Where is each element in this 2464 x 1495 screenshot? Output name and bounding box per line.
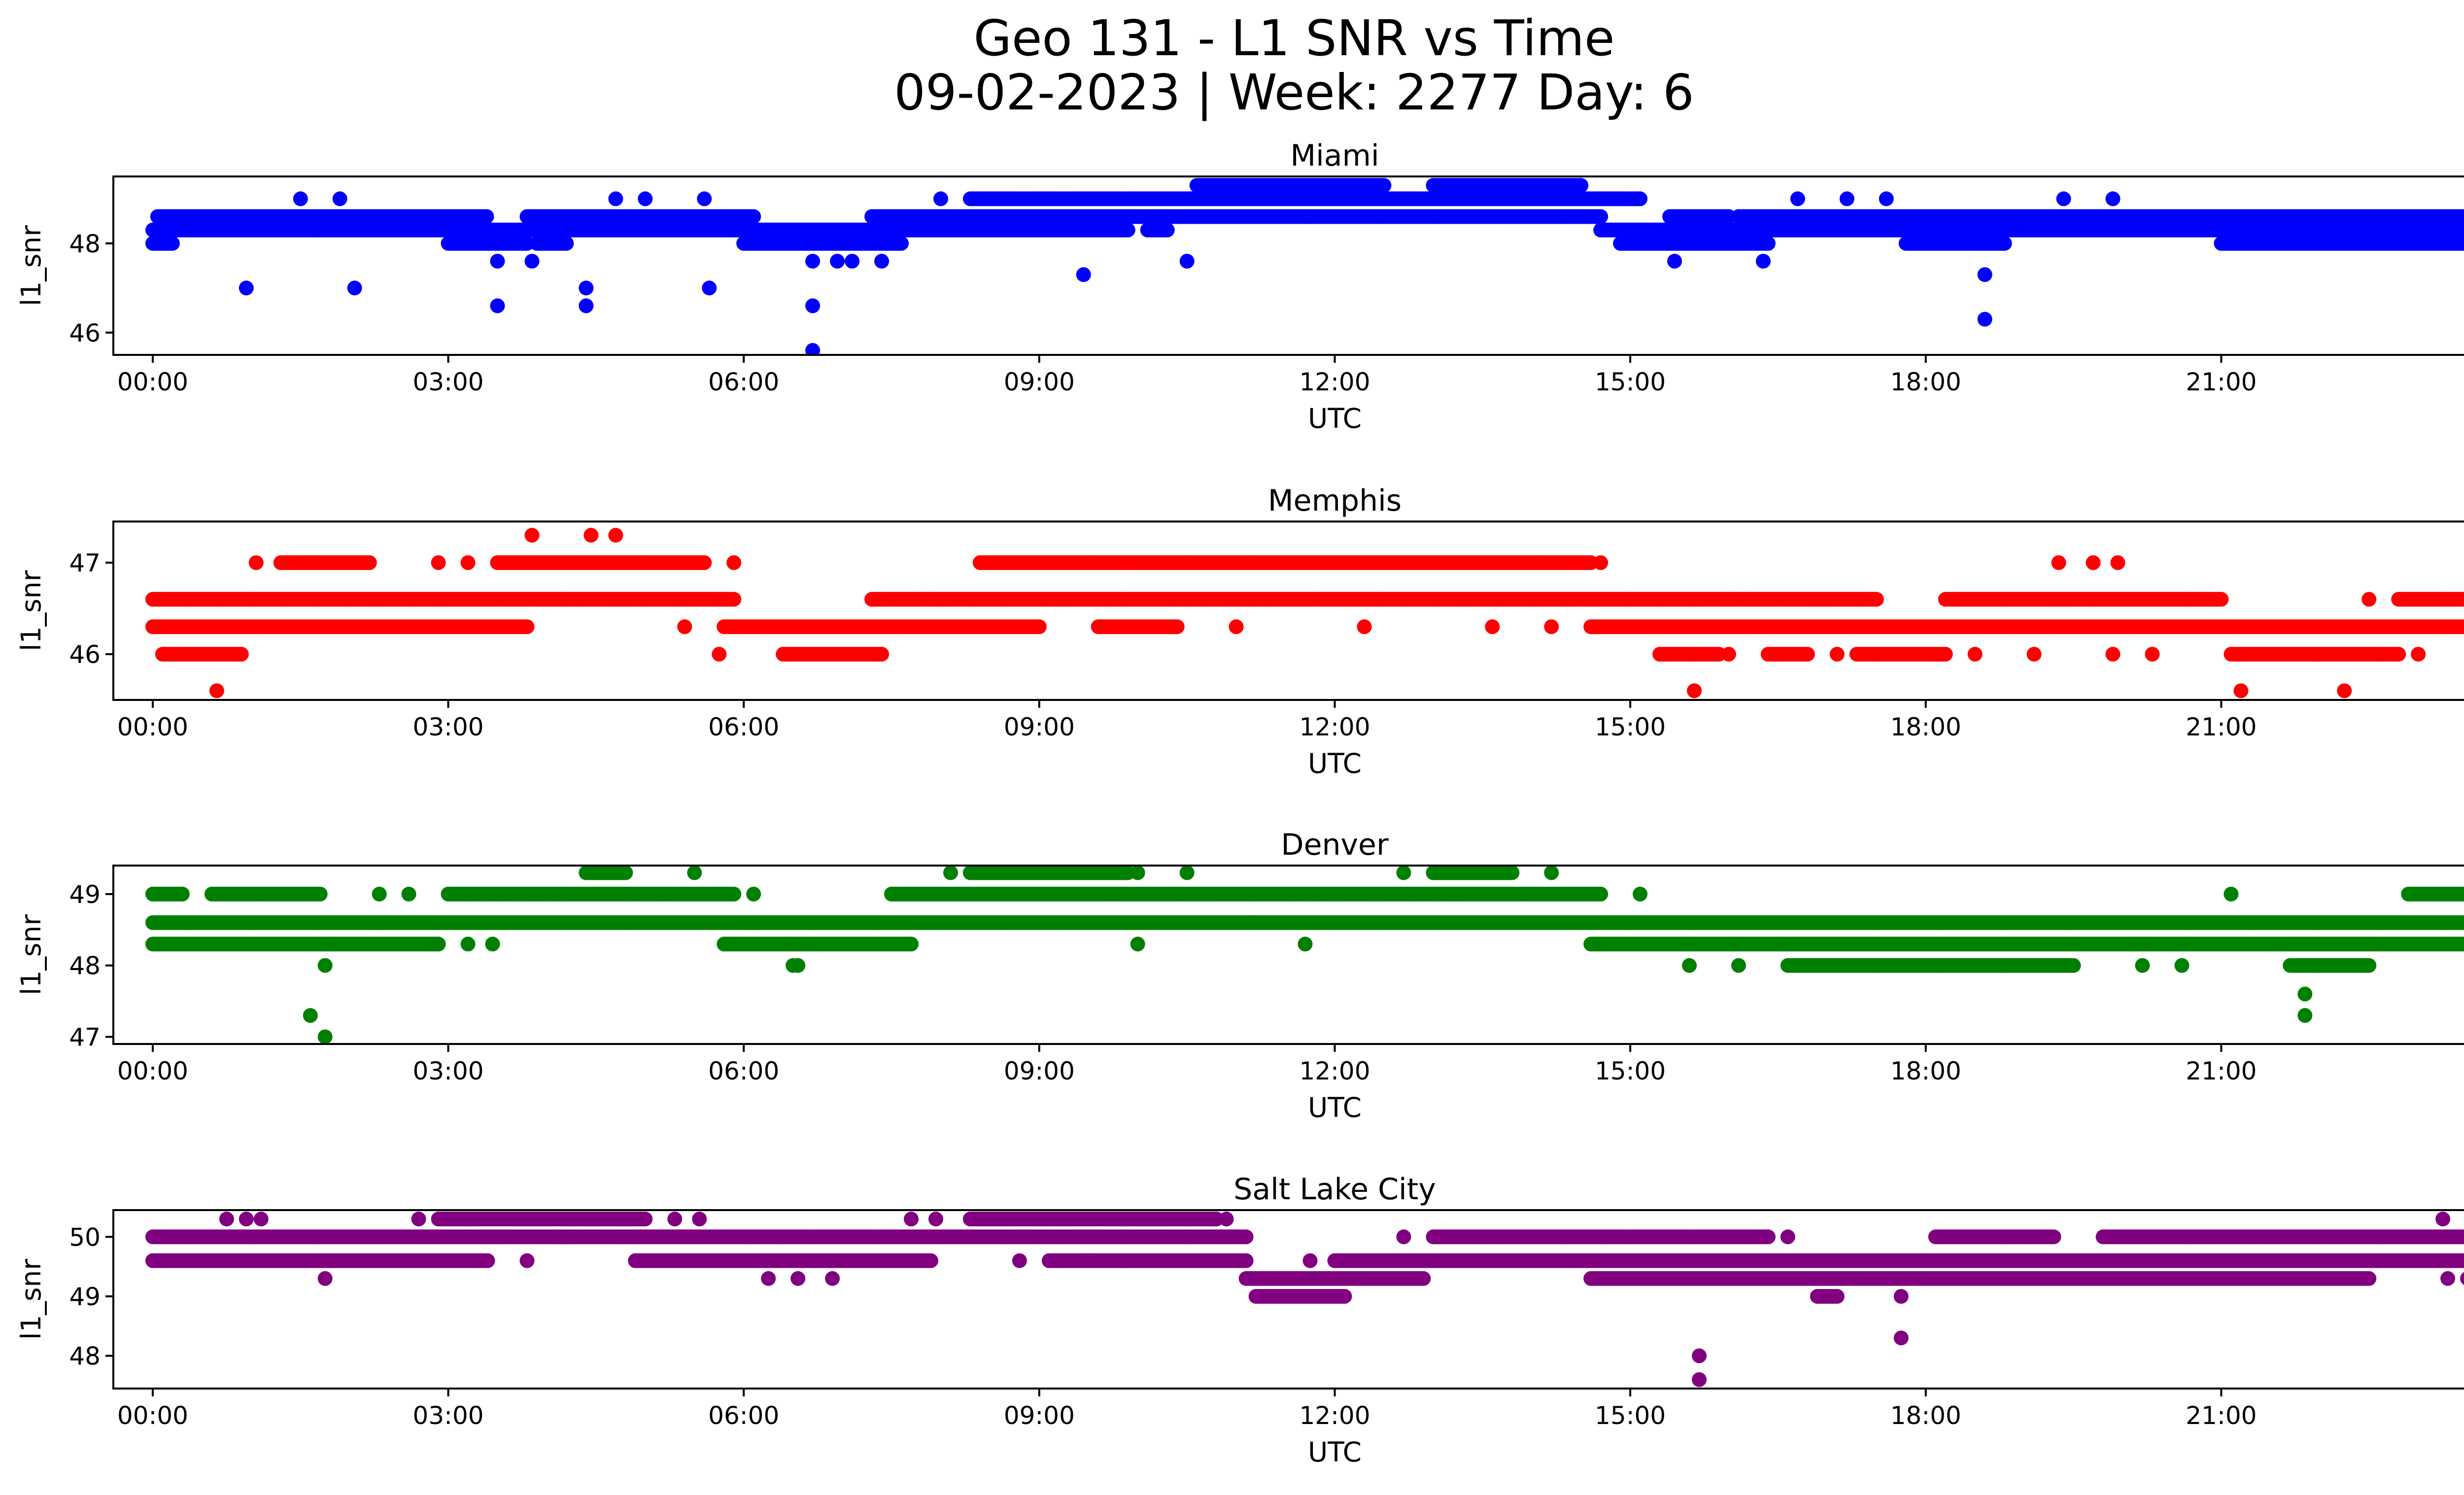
data-point (1179, 253, 1195, 269)
subplot-1: 00:00 03:00 06:00 09:00 12:00 15:00 18:00 21:00… (15, 484, 2464, 779)
data-point (490, 298, 505, 313)
data-point (2342, 209, 2357, 224)
data-point (1160, 222, 1175, 238)
data-point (524, 253, 540, 269)
data-point (579, 280, 594, 296)
data-point (1839, 191, 1854, 207)
data-point (874, 253, 890, 269)
scatter-series (145, 527, 2464, 698)
data-point (2462, 622, 2464, 632)
x-tick-label: 00:00 (117, 368, 188, 396)
data-point (1298, 209, 1313, 224)
x-axis-label: UTC (1308, 403, 1362, 434)
data-point (1756, 253, 1771, 269)
data-point (2105, 191, 2121, 207)
data-point (1076, 267, 1091, 282)
x-tick-label: 15:00 (1595, 368, 1666, 396)
data-point (2391, 647, 2406, 662)
data-point (1977, 312, 1992, 327)
data-point (702, 280, 717, 296)
data-point (1031, 619, 1047, 634)
y-axis-label: l1_snr (15, 225, 47, 306)
data-point (1667, 253, 1682, 269)
data-point (933, 191, 948, 207)
data-point (2462, 238, 2464, 248)
data-point (479, 209, 494, 224)
data-point (579, 298, 594, 313)
data-point (805, 298, 821, 313)
data-point (332, 191, 347, 207)
figure-title-line2: 09-02-2023 | Week: 2277 Day: 6 (894, 64, 1694, 121)
subplot-panels: 00:00 03:00 06:00 09:00 12:00 15:00 18:00 21:00… (15, 139, 2464, 1468)
data-point (726, 222, 742, 238)
data-point (239, 280, 254, 296)
data-point (1376, 178, 1392, 193)
data-point (2462, 211, 2464, 222)
y-tick-label: 48 (69, 230, 101, 258)
x-tick-label: 12:00 (1299, 368, 1370, 396)
data-point (559, 236, 574, 251)
data-point (830, 253, 845, 269)
data-point (1790, 191, 1805, 207)
data-point (293, 191, 308, 207)
data-point (874, 647, 890, 662)
data-point (1633, 191, 1648, 207)
x-tick-label: 18:00 (1890, 368, 1961, 396)
data-point (1800, 647, 1815, 662)
data-point (1879, 191, 1894, 207)
y-tick-label: 46 (69, 319, 101, 348)
data-point (1761, 236, 1776, 251)
data-point (490, 253, 505, 269)
data-point (1120, 222, 1135, 238)
subplot-0: 00:00 03:00 06:00 09:00 12:00 15:00 18:00 21:00… (15, 139, 2464, 434)
data-point (1593, 209, 1608, 224)
data-point (638, 191, 653, 207)
data-point (608, 191, 623, 207)
data-point (805, 253, 821, 269)
data-point (894, 236, 909, 251)
x-tick-label: 21:00 (2186, 368, 2257, 396)
x-tick-label: 09:00 (1004, 368, 1075, 396)
x-tick-label: 06:00 (708, 368, 779, 396)
data-point (845, 253, 860, 269)
data-point (1977, 267, 1992, 282)
data-point (726, 591, 742, 607)
data-point (1169, 619, 1185, 634)
data-point (2462, 225, 2464, 235)
data-point (155, 222, 170, 238)
scatter-series (145, 178, 2464, 355)
subplot-title: Miami (1290, 139, 1379, 173)
data-point (1574, 178, 1589, 193)
data-point (519, 619, 535, 634)
data-point (234, 647, 249, 662)
data-point (347, 280, 362, 296)
data-point (1997, 236, 2012, 251)
data-point (2056, 191, 2071, 207)
data-point (165, 236, 180, 251)
data-point (746, 209, 761, 224)
data-point (697, 191, 712, 207)
x-tick-label: 03:00 (413, 368, 484, 396)
data-point (805, 343, 821, 355)
figure-title-line1: Geo 131 - L1 SNR vs Time (974, 9, 1615, 67)
data-point (1938, 647, 1953, 662)
